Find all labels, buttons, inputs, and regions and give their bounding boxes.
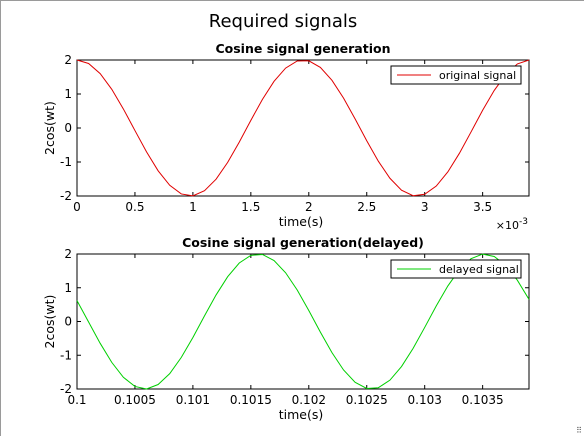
legend-box <box>390 259 522 279</box>
legend-label: original signal <box>439 69 516 82</box>
x-tick-label: 0.5 <box>125 200 144 214</box>
subplot-1: Cosine signal generation 0 0.5 1 1.5 2 2.5 3 3.5… <box>42 41 530 232</box>
x-axis-label: time(s) <box>279 214 324 229</box>
series-line-1 <box>76 59 530 197</box>
x-tick-label: 2 <box>305 200 313 214</box>
x-tick-label: 0.103 <box>408 393 442 407</box>
x-tick-label: 1.5 <box>241 200 260 214</box>
legend: delayed signal <box>390 259 522 279</box>
y-tick-label: -2 <box>60 382 72 396</box>
y-axis-label: 2cos(wt) <box>42 295 57 349</box>
y-tick-label: 0 <box>64 315 72 329</box>
legend-box <box>390 65 522 85</box>
y-tick-label: 2 <box>64 53 72 67</box>
x-tick-label: 0.101 <box>176 393 210 407</box>
subplot-2: Cosine signal generation(delayed) 0.1 0.10… <box>42 235 530 422</box>
resize-grip-icon[interactable]: ⠿ <box>576 426 582 435</box>
chart-title: Cosine signal generation <box>215 41 390 56</box>
x-tick-label: 0.1015 <box>230 393 272 407</box>
x-tick-label: 0 <box>73 200 81 214</box>
y-tick-label: 1 <box>64 87 72 101</box>
x-tick-label: 0.1035 <box>462 393 504 407</box>
chart-title: Cosine signal generation(delayed) <box>182 235 424 250</box>
y-tick-label: 1 <box>64 281 72 295</box>
x-axis-label: time(s) <box>279 407 324 422</box>
x-exponent-label: ×10-3 <box>496 217 528 232</box>
x-tick-label: 0.1005 <box>114 393 156 407</box>
y-tick-label: 0 <box>64 121 72 135</box>
x-tick-label: 0.102 <box>292 393 326 407</box>
figure-border-left <box>0 0 1 436</box>
y-tick-label: -2 <box>60 189 72 203</box>
y-axis-label: 2cos(wt) <box>42 101 57 155</box>
y-tick-label: -1 <box>60 155 72 169</box>
x-tick-label: 3 <box>421 200 429 214</box>
x-tick-label: 2.5 <box>357 200 376 214</box>
figure-border-top <box>0 0 584 1</box>
legend-label: delayed signal <box>439 263 519 276</box>
x-tick-label: 1 <box>189 200 197 214</box>
y-tick-label: -1 <box>60 348 72 362</box>
figure-title: Required signals <box>209 11 357 32</box>
x-tick-label: 3.5 <box>473 200 492 214</box>
x-tick-label: 0.1025 <box>346 393 388 407</box>
y-tick-label: 2 <box>64 247 72 261</box>
legend: original signal <box>390 65 522 85</box>
x-tick-label: 0.1 <box>67 393 86 407</box>
